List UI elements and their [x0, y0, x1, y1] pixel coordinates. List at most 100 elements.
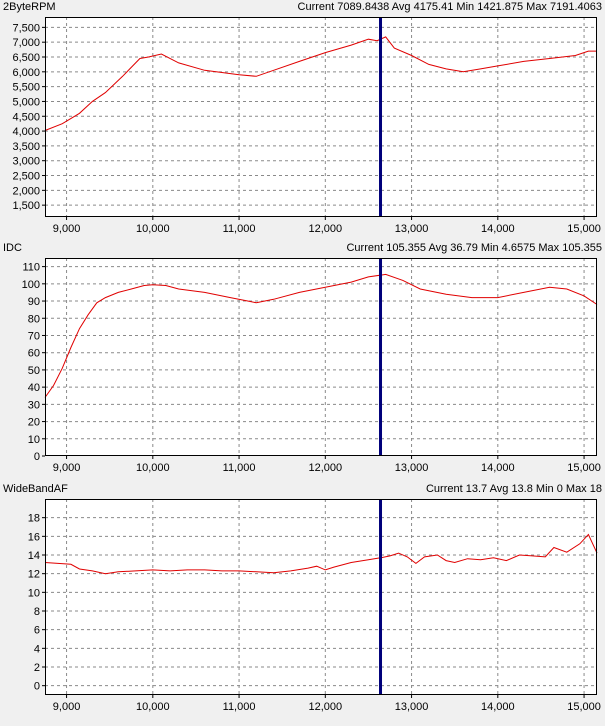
stat-current-value: 13.7 [465, 483, 488, 495]
y-tick-label: 6,500 [12, 52, 40, 64]
y-tick-label: 0 [34, 451, 40, 463]
x-tick-label: 12,000 [308, 462, 342, 474]
x-tick-label: 10,000 [136, 223, 170, 235]
x-tick-label: 12,000 [308, 701, 342, 713]
x-tick-label: 13,000 [395, 701, 429, 713]
y-tick-label: 70 [28, 330, 40, 342]
x-tick-label: 15,000 [567, 701, 601, 713]
y-tick-label: 12 [28, 569, 40, 581]
plot-area [45, 258, 597, 456]
y-tick-label: 8 [34, 606, 40, 618]
y-tick-label: 80 [28, 313, 40, 325]
stat-current-label: Current [297, 1, 335, 13]
stat-min-label: Min [456, 1, 475, 13]
y-tick-label: 2,500 [12, 171, 40, 183]
y-tick-label: 1,500 [12, 200, 40, 212]
panel-stats: Current 105.355 Avg 36.79 Min 4.6575 Max… [346, 241, 602, 255]
series-line [44, 36, 597, 131]
y-tick-label: 4,500 [12, 111, 40, 123]
panel-title: 2ByteRPM [3, 1, 56, 13]
y-tick-label: 7,500 [12, 22, 40, 34]
stat-min-value: 4.6575 [501, 242, 536, 254]
y-tick-label: 2,000 [12, 185, 40, 197]
x-tick-label: 14,000 [481, 462, 515, 474]
plot-area [45, 499, 597, 695]
rpm-chart[interactable]: 1,500 2,000 2,500 3,000 3,500 4,000 4,500 5,000… [0, 0, 605, 241]
x-tick-label: 11,000 [223, 462, 256, 474]
x-tick-label: 11,000 [223, 223, 256, 235]
y-tick-label: 30 [28, 399, 40, 411]
y-tick-label: 3,500 [12, 141, 40, 153]
idc-chart[interactable]: 0 10 20 30 40 50 60 70 80 90 100 110 9,000 10,000 11,0… [0, 241, 605, 482]
x-tick-label: 14,000 [481, 223, 515, 235]
x-tick-label: 10,000 [136, 701, 170, 713]
stat-avg-label: Avg [489, 483, 509, 495]
y-tick-label: 60 [28, 348, 40, 360]
idc-panel-header: IDC Current 105.355 Avg 36.79 Min 4.6575… [0, 241, 605, 256]
stat-max-value: 18 [589, 483, 602, 495]
y-tick-label: 110 [22, 262, 40, 274]
x-tick-label: 9,000 [53, 701, 81, 713]
y-tick-label: 10 [28, 434, 40, 446]
stat-min-label: Min [535, 483, 554, 495]
x-tick-label: 11,000 [223, 701, 256, 713]
y-tick-label: 14 [28, 550, 40, 562]
stat-avg-value: 36.79 [450, 242, 478, 254]
stat-current-label: Current [425, 483, 463, 495]
y-tick-label: 100 [22, 279, 40, 291]
stat-min-value: 1421.875 [477, 1, 524, 13]
stat-max-label: Max [538, 242, 560, 254]
series-line [44, 273, 598, 398]
rpm-panel: 2ByteRPM Current 7089.8438 Avg 4175.41 M… [0, 0, 605, 241]
x-tick-label: 13,000 [395, 462, 429, 474]
stat-avg-label: Avg [428, 242, 448, 254]
stat-avg-value: 4175.41 [413, 1, 454, 13]
x-tick-label: 9,000 [53, 223, 81, 235]
plot-area [45, 17, 597, 217]
stat-current-value: 105.355 [386, 242, 426, 254]
y-tick-label: 4,000 [12, 126, 40, 138]
rpm-panel-header: 2ByteRPM Current 7089.8438 Avg 4175.41 M… [0, 0, 605, 15]
stat-max-label: Max [526, 1, 547, 13]
stat-min-value: 0 [556, 483, 563, 495]
plot-frame [45, 258, 597, 456]
plot-frame [45, 499, 597, 695]
x-tick-label: 12,000 [308, 223, 342, 235]
y-tick-label: 3,000 [12, 156, 40, 168]
wideband-chart[interactable]: 0 2 4 6 8 10 12 14 16 18 9,000 10,000 11,000 12,000 13… [0, 482, 605, 726]
y-tick-label: 6 [34, 625, 40, 637]
y-tick-label: 18 [28, 513, 40, 525]
x-tick-label: 15,000 [567, 223, 601, 235]
y-tick-label: 4 [34, 643, 40, 655]
panel-stats: Current 13.7 Avg 13.8 Min 0 Max 18 [426, 482, 602, 496]
y-tick-label: 0 [34, 681, 40, 693]
wideband-panel-header: WideBandAF Current 13.7 Avg 13.8 Min 0 M… [0, 482, 605, 497]
y-tick-label: 5,500 [12, 82, 40, 94]
series-line [44, 533, 598, 575]
x-tick-label: 15,000 [567, 462, 601, 474]
y-tick-label: 16 [28, 531, 40, 543]
y-tick-label: 90 [28, 296, 40, 308]
y-tick-label: 20 [28, 417, 40, 429]
wideband-panel: WideBandAF Current 13.7 Avg 13.8 Min 0 M… [0, 482, 605, 726]
y-tick-label: 6,000 [12, 67, 40, 79]
stat-current-label: Current [346, 242, 384, 254]
stat-avg-label: Avg [391, 1, 411, 13]
x-tick-label: 9,000 [53, 462, 81, 474]
y-tick-label: 2 [34, 662, 40, 674]
panel-title: IDC [3, 242, 22, 254]
panel-title: WideBandAF [3, 483, 68, 495]
y-tick-label: 40 [28, 382, 40, 394]
idc-panel: IDC Current 105.355 Avg 36.79 Min 4.6575… [0, 241, 605, 482]
y-tick-label: 5,000 [12, 96, 40, 108]
x-tick-label: 10,000 [136, 462, 170, 474]
panel-stats: Current 7089.8438 Avg 4175.41 Min 1421.8… [298, 0, 602, 14]
stat-max-value: 7191.4063 [550, 1, 602, 13]
stat-avg-value: 13.8 [511, 483, 533, 495]
y-tick-label: 10 [28, 587, 40, 599]
stat-min-label: Min [480, 242, 499, 254]
y-tick-label: 50 [28, 365, 40, 377]
x-tick-label: 13,000 [395, 223, 429, 235]
x-tick-label: 14,000 [481, 701, 515, 713]
stat-max-label: Max [565, 483, 587, 495]
